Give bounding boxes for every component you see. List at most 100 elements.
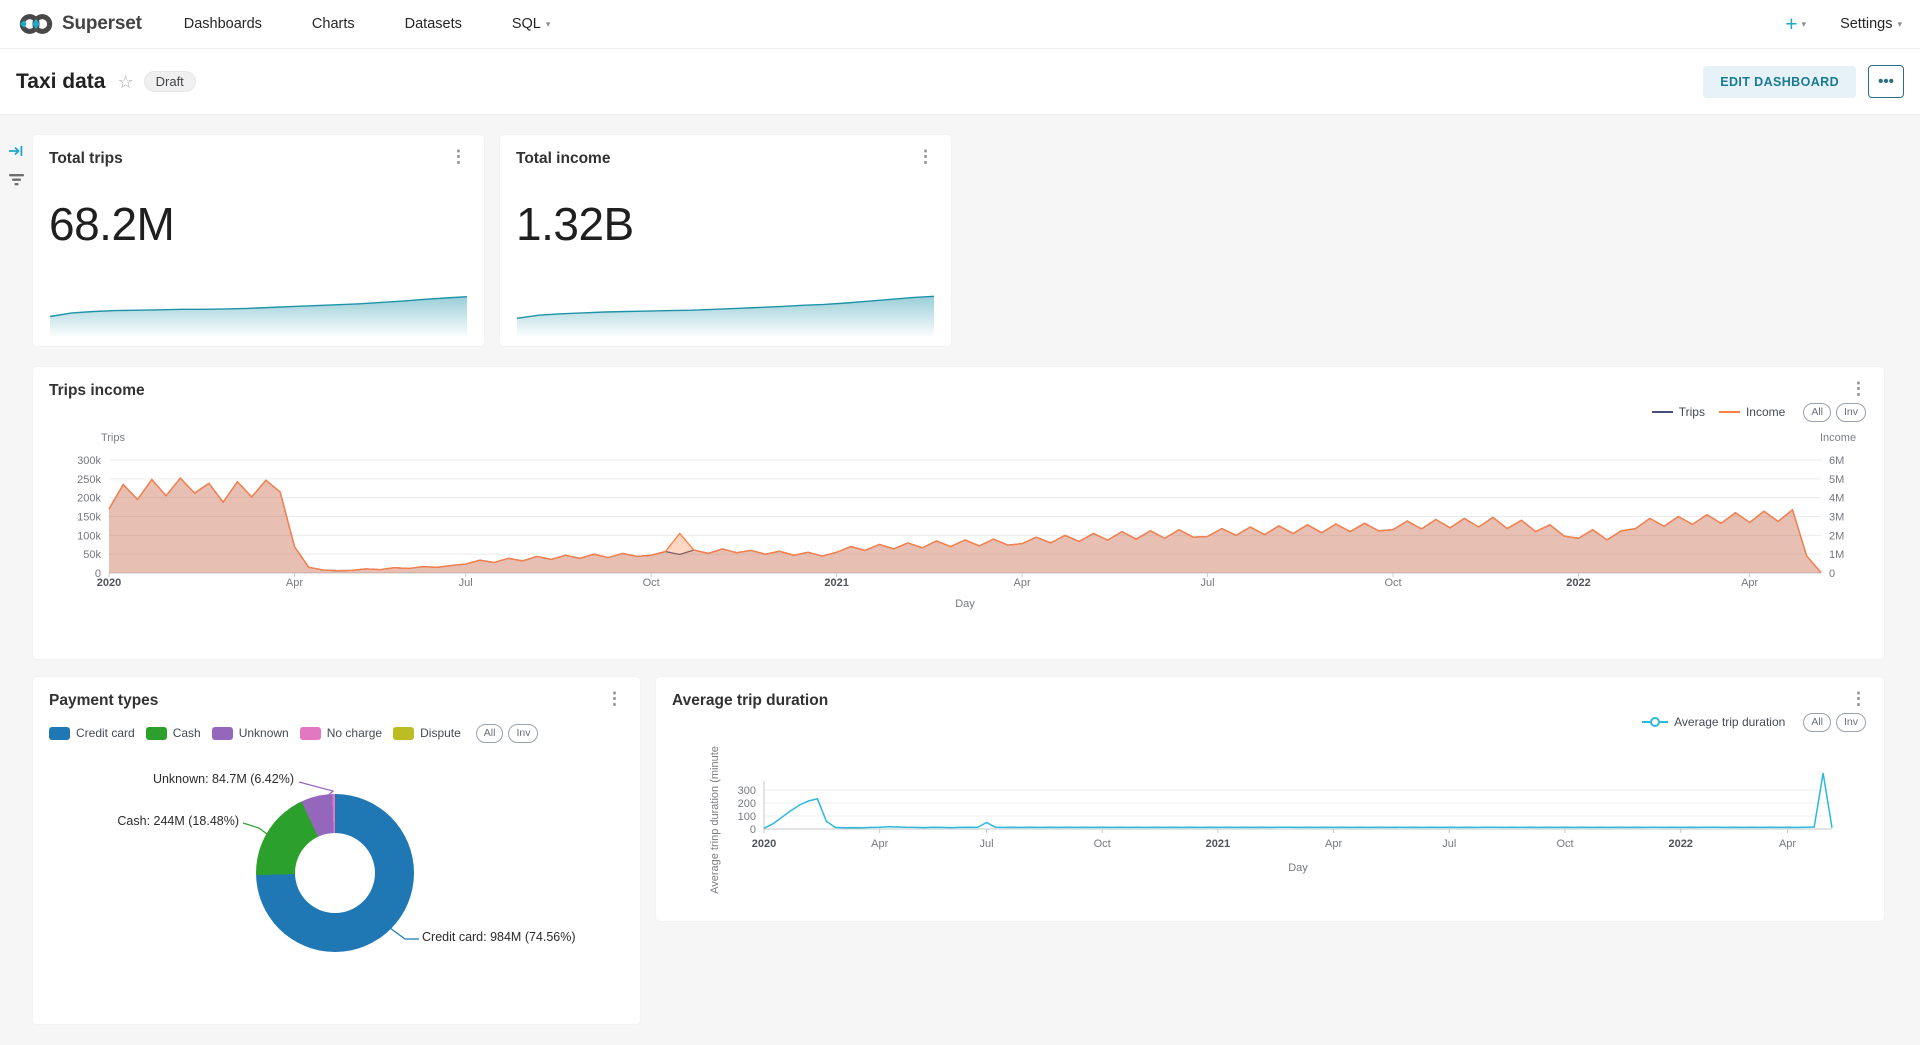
swatch (145, 726, 167, 740)
svg-text:150k: 150k (77, 512, 101, 524)
more-options-button[interactable]: ••• (1868, 65, 1904, 98)
svg-text:Income: Income (1820, 432, 1856, 444)
caret-down-icon: ▾ (545, 18, 551, 29)
nav-item-datasets[interactable]: Datasets (404, 16, 462, 32)
chart-card-trips-income: Trips income ⋮ Trips Income All Inv 300k… (33, 367, 1884, 659)
svg-text:Day: Day (955, 598, 975, 610)
ellipsis-icon: ••• (1878, 73, 1894, 90)
legend-item-cash[interactable]: Cash (145, 726, 201, 740)
svg-text:Oct: Oct (1556, 838, 1573, 850)
nav-item-dashboards[interactable]: Dashboards (183, 16, 262, 32)
brand-name: Superset (62, 13, 142, 34)
svg-text:2020: 2020 (752, 838, 776, 850)
donut-hole (295, 833, 375, 913)
svg-text:Apr: Apr (871, 838, 888, 850)
card-title: Trips income (49, 382, 145, 399)
favorite-star-icon[interactable]: ☆ (117, 71, 134, 92)
card-title: Payment types (49, 692, 159, 709)
new-item-button[interactable]: + ▾ (1785, 12, 1807, 36)
nav-menu: Dashboards Charts Datasets SQL ▾ (184, 16, 551, 32)
svg-text:Jul: Jul (1201, 577, 1215, 589)
nav-right: + ▾ Settings ▾ (1785, 14, 1902, 35)
header-actions: EDIT DASHBOARD ••• (1703, 65, 1904, 98)
svg-text:200k: 200k (77, 493, 101, 505)
trips-income-chart: 300k 6M 250k 5M 200k 4M 150k 3M 100k 2M 50k 1M 0 0 Tri… (77, 432, 1856, 610)
svg-text:0: 0 (95, 568, 101, 580)
chart-legend: Trips Income All Inv (1651, 403, 1866, 422)
svg-text:300: 300 (738, 785, 756, 797)
page-title: Taxi data (16, 69, 106, 93)
legend-item-trips[interactable]: Trips (1651, 405, 1705, 419)
callout-cash: Cash: 244M (18.48%) (117, 814, 239, 828)
sparkline-total-trips (49, 296, 468, 336)
legend-buttons: All Inv (1803, 403, 1866, 422)
income-line-swatch (1718, 411, 1740, 414)
svg-text:2021: 2021 (824, 577, 848, 589)
legend-inv-button[interactable]: Inv (1835, 403, 1866, 422)
svg-text:1M: 1M (1829, 549, 1844, 561)
filter-funnel-icon[interactable] (9, 173, 24, 192)
svg-text:Oct: Oct (1094, 838, 1111, 850)
svg-text:100: 100 (738, 811, 756, 823)
expand-filter-bar-icon[interactable] (8, 144, 24, 163)
svg-text:Jul: Jul (979, 838, 993, 850)
kebab-menu-icon[interactable]: ⋮ (1850, 379, 1867, 398)
dashboard-header: Taxi data ☆ Draft EDIT DASHBOARD ••• (0, 49, 1920, 115)
card-title: Total trips (49, 150, 123, 167)
legend-item-no-charge[interactable]: No charge (299, 726, 382, 740)
kebab-menu-icon[interactable]: ⋮ (606, 689, 623, 708)
chart-legend: Credit card Cash Unknown No charge Dispute Al… (49, 724, 630, 743)
svg-text:Apr: Apr (1325, 838, 1342, 850)
svg-text:Oct: Oct (643, 577, 660, 589)
edit-dashboard-button[interactable]: EDIT DASHBOARD (1703, 65, 1856, 98)
kebab-menu-icon[interactable]: ⋮ (1850, 689, 1867, 708)
svg-text:4M: 4M (1829, 493, 1844, 505)
status-badge: Draft (143, 71, 196, 92)
kpi-card-total-trips: Total trips ⋮ 68.2M (33, 135, 484, 346)
swatch (49, 726, 70, 740)
svg-text:Apr: Apr (1741, 577, 1758, 589)
caret-down-icon: ▾ (1897, 18, 1902, 29)
svg-text:2022: 2022 (1668, 838, 1692, 850)
svg-text:2M: 2M (1829, 530, 1844, 542)
swatch (393, 726, 415, 740)
legend-item-income[interactable]: Income (1718, 405, 1785, 419)
legend-all-button[interactable]: All (475, 724, 504, 743)
svg-text:Apr: Apr (1779, 838, 1796, 850)
legend-buttons: All Inv (475, 724, 539, 743)
svg-text:Jul: Jul (459, 577, 473, 589)
svg-text:300k: 300k (77, 455, 101, 467)
svg-text:Apr: Apr (1014, 577, 1031, 589)
chart-card-avg-trip-duration: Average trip duration ⋮ Average trip dur… (656, 677, 1884, 921)
kebab-menu-icon[interactable]: ⋮ (917, 147, 934, 166)
sparkline-total-income (516, 295, 935, 336)
svg-text:2022: 2022 (1566, 577, 1590, 589)
legend-all-button[interactable]: All (1803, 713, 1831, 732)
settings-menu[interactable]: Settings ▾ (1840, 16, 1902, 32)
superset-logo[interactable]: Superset (18, 11, 142, 37)
line-marker-icon (1642, 717, 1669, 728)
nav-item-charts[interactable]: Charts (311, 16, 355, 32)
callout-unknown: Unknown: 84.7M (6.42%) (152, 772, 294, 786)
svg-text:Day: Day (1288, 862, 1308, 874)
svg-text:Oct: Oct (1384, 577, 1401, 589)
top-nav: Superset Dashboards Charts Datasets SQL ▾… (0, 0, 1920, 49)
card-title: Total income (516, 150, 611, 167)
donut-chart-area: Unknown: 84.7M (6.42%) Cash: 244M (18.48… (33, 757, 640, 1024)
legend-inv-button[interactable]: Inv (1835, 713, 1866, 732)
svg-text:Trips: Trips (101, 432, 126, 444)
legend-item-dispute[interactable]: Dispute (393, 726, 461, 740)
kebab-menu-icon[interactable]: ⋮ (450, 147, 467, 166)
legend-all-button[interactable]: All (1803, 403, 1831, 422)
chart-card-payment-types: Payment types ⋮ Credit card Cash Unknown No… (33, 677, 640, 1024)
svg-text:Apr: Apr (286, 577, 303, 589)
legend-item-unknown[interactable]: Unknown (211, 726, 289, 740)
nav-item-sql[interactable]: SQL ▾ (511, 16, 551, 32)
svg-text:2020: 2020 (97, 577, 121, 589)
legend-item-credit-card[interactable]: Credit card (49, 726, 135, 740)
chart-legend: Average trip duration All Inv (1642, 713, 1866, 732)
swatch (211, 726, 233, 740)
legend-item-avg-duration[interactable]: Average trip duration (1642, 715, 1785, 729)
legend-inv-button[interactable]: Inv (508, 724, 539, 743)
svg-text:200: 200 (738, 798, 756, 810)
